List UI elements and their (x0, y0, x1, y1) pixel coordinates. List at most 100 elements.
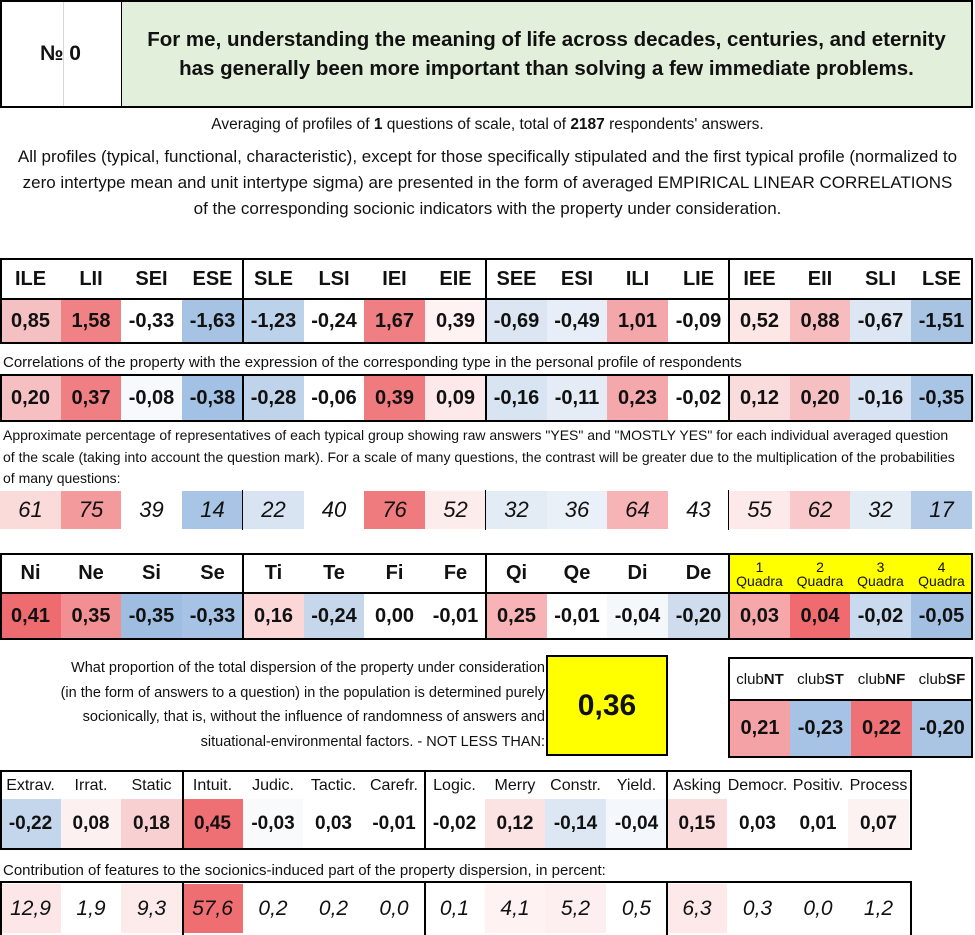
quadra-label-1: 1 Quadra (729, 555, 790, 592)
reinin-contribution-merry: 4,1 (485, 884, 545, 933)
function-label-fi: Fi (385, 562, 404, 584)
type-correlation-eii: 0,20 (790, 376, 850, 420)
quadra-value-4: -0,05 (911, 594, 972, 638)
type-normalized-ile: 0,85 (0, 300, 61, 342)
reinin-label-carefr: Carefr. (369, 777, 418, 794)
type-percent-lsi: 40 (304, 491, 364, 529)
reinin-contribution-positiv: 0,0 (788, 884, 848, 933)
type-label-iee: IEE (743, 267, 776, 290)
question-title-cell: For me, understanding the meaning of lif… (121, 0, 973, 108)
reinin-contribution-irrat: 1,9 (61, 884, 121, 933)
type-correlation-lii: 0,37 (61, 376, 121, 420)
quadra-word: Quadra (918, 572, 965, 589)
type-percent-see: 32 (486, 491, 547, 529)
type-correlation-ese: -0,38 (182, 376, 243, 420)
reinin-value-constr: -0,14 (545, 799, 606, 848)
club-value-nf: 0,22 (851, 701, 912, 756)
type-normalized-lse: -1,51 (911, 300, 972, 342)
type-correlation-iei: 0,39 (364, 376, 425, 420)
type-normalized-iee: 0,52 (729, 300, 790, 342)
type-percent-eii: 62 (790, 491, 850, 529)
type-label-lse: LSE (922, 267, 961, 290)
quadra-value-3: -0,02 (850, 594, 911, 638)
type-label-lii: LII (79, 267, 103, 290)
type-percent-eie: 52 (425, 491, 486, 529)
type-normalized-iei: 1,67 (364, 300, 425, 342)
type-percent-lie: 43 (668, 491, 729, 529)
type-correlation-row: 0,20 0,37 -0,08 -0,38 -0,28 -0,06 0,39 0,09 -0,1… (0, 376, 972, 420)
percent-caption: Approximate percentage of representative… (3, 427, 955, 486)
reinin-label-democr: Democr. (727, 777, 788, 794)
reinin-label-asking: Asking (672, 777, 722, 794)
club-code: ST (824, 670, 844, 688)
function-value-qe: -0,01 (547, 594, 607, 638)
club-label-nt: club NT (730, 659, 790, 699)
quadra-label-3: 3 Quadra (850, 555, 911, 592)
type-correlation-lie: -0,02 (668, 376, 729, 420)
club-code: NT (763, 670, 784, 688)
function-value-ni: 0,41 (0, 594, 61, 638)
reinin-value-asking: 0,15 (667, 799, 727, 848)
type-percent-sle: 22 (243, 491, 304, 529)
reinin-label-yield: Yield. (616, 777, 657, 794)
reinin-label-constr: Constr. (550, 777, 601, 794)
quadra-number: 4 (937, 558, 946, 575)
reinin-contribution-yield: 0,5 (606, 884, 667, 933)
club-value-row: 0,21 -0,23 0,22 -0,20 (730, 699, 972, 756)
reinin-value-judic: -0,03 (243, 799, 303, 848)
club-value-sf: -0,20 (912, 701, 972, 756)
reinin-label-process: Process (849, 777, 908, 794)
reinin-contribution-tactic: 0,2 (303, 884, 364, 933)
type-label-lie: LIE (682, 267, 715, 290)
type-percent-ili: 64 (607, 491, 668, 529)
type-correlation-sle: -0,28 (243, 376, 304, 420)
function-value-si: -0,35 (121, 594, 182, 638)
question-title: For me, understanding the meaning of lif… (147, 28, 946, 80)
reinin-value-yield: -0,04 (606, 799, 667, 848)
function-value-te: -0,24 (304, 594, 364, 638)
function-value-de: -0,20 (668, 594, 729, 638)
reinin-label-extrav: Extrav. (6, 777, 55, 794)
club-value-nt: 0,21 (730, 701, 790, 756)
type-label-eii: EII (807, 267, 833, 290)
type-label-esi: ESI (560, 267, 594, 290)
type-correlation-esi: -0,11 (547, 376, 607, 420)
type-percent-lse: 17 (911, 491, 972, 529)
reinin-contribution-carefr: 0,0 (364, 884, 424, 933)
correlation-caption: Correlations of the property with the ex… (3, 354, 742, 371)
type-correlation-see: -0,16 (486, 376, 547, 420)
contribution-caption: Contribution of features to the socionic… (3, 862, 606, 879)
function-label-fe: Fe (443, 562, 468, 584)
type-label-lsi: LSI (318, 267, 350, 290)
summary-prefix: Averaging of profiles of (211, 116, 374, 133)
type-normalized-ili: 1,01 (607, 300, 668, 342)
function-value-fe: -0,01 (425, 594, 486, 638)
function-header-row: Ni Ne Si Se Ti Te Fi Fe Qi Qe Di De 1 Quadra 2 Quadra 3 Q… (0, 555, 972, 592)
quadra-word: Quadra (857, 572, 904, 589)
reinin-value-process: 0,07 (848, 799, 909, 848)
type-label-ese: ESE (192, 267, 233, 290)
quadra-number: 3 (876, 558, 885, 575)
type-correlation-lse: -0,35 (911, 376, 972, 420)
quadra-number: 2 (816, 558, 824, 575)
type-normalized-lsi: -0,24 (304, 300, 364, 342)
club-prefix: club (736, 670, 764, 688)
reinin-contribution-democr: 0,3 (727, 884, 788, 933)
type-normalized-sli: -0,67 (850, 300, 911, 342)
type-normalized-ese: -1,63 (182, 300, 243, 342)
reinin-label-logic: Logic. (433, 777, 476, 794)
type-normalized-eii: 0,88 (790, 300, 850, 342)
function-value-ti: 0,16 (243, 594, 304, 638)
respondent-count: 2187 (570, 116, 605, 133)
function-label-si: Si (142, 562, 161, 584)
reinin-value-democr: 0,03 (727, 799, 788, 848)
function-label-qi: Qi (505, 562, 528, 584)
reinin-header-row: Extrav. Irrat. Static Intuit. Judic. Tactic. C… (0, 773, 909, 799)
quadra-value-1: 0,03 (729, 594, 790, 638)
contribution-row: 12,9 1,9 9,3 57,6 0,2 0,2 0,0 0,1 4,1 5,2 0,5 6,3 0,… (0, 884, 909, 933)
reinin-label-merry: Merry (494, 777, 536, 794)
club-label-sf: club SF (912, 659, 972, 699)
reinin-contribution-judic: 0,2 (243, 884, 303, 933)
number-cell: № 0 (0, 0, 122, 108)
function-value-qi: 0,25 (486, 594, 547, 638)
